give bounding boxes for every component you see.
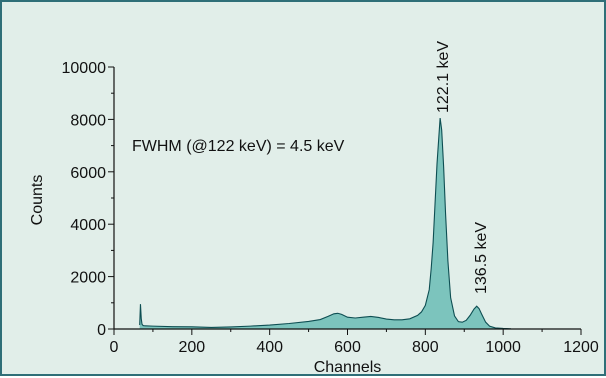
y-tick-label: 8000 <box>70 112 106 129</box>
x-tick-label: 1200 <box>563 339 599 356</box>
x-axis-title: Channels <box>314 359 382 376</box>
ticks-layer: 0 200 400 600 800 1000 1200 0 2000 4000 6000 8000 10… <box>62 60 599 356</box>
x-tick-label: 600 <box>334 339 361 356</box>
axes-layer <box>113 67 581 330</box>
spectrum-line <box>139 118 511 330</box>
spectrum-fill-layer <box>139 118 511 330</box>
fwhm-annotation: FWHM (@122 keV) = 4.5 keV <box>132 138 345 155</box>
y-tick-label: 4000 <box>70 217 106 234</box>
y-tick-label: 0 <box>97 322 106 339</box>
y-tick-label: 10000 <box>62 60 107 77</box>
y-axis-title: Counts <box>29 175 46 226</box>
x-tick-label: 200 <box>178 339 205 356</box>
x-tick-label: 1000 <box>485 339 521 356</box>
x-tick-label: 0 <box>110 339 119 356</box>
peak-136-label: 136.5 keV <box>473 222 490 294</box>
spectrum-area <box>139 118 511 329</box>
y-tick-label: 2000 <box>70 270 106 287</box>
peak-122-label: 122.1 keV <box>435 41 452 113</box>
x-tick-label: 800 <box>412 339 439 356</box>
x-tick-label: 400 <box>256 339 283 356</box>
y-tick-label: 6000 <box>70 165 106 182</box>
